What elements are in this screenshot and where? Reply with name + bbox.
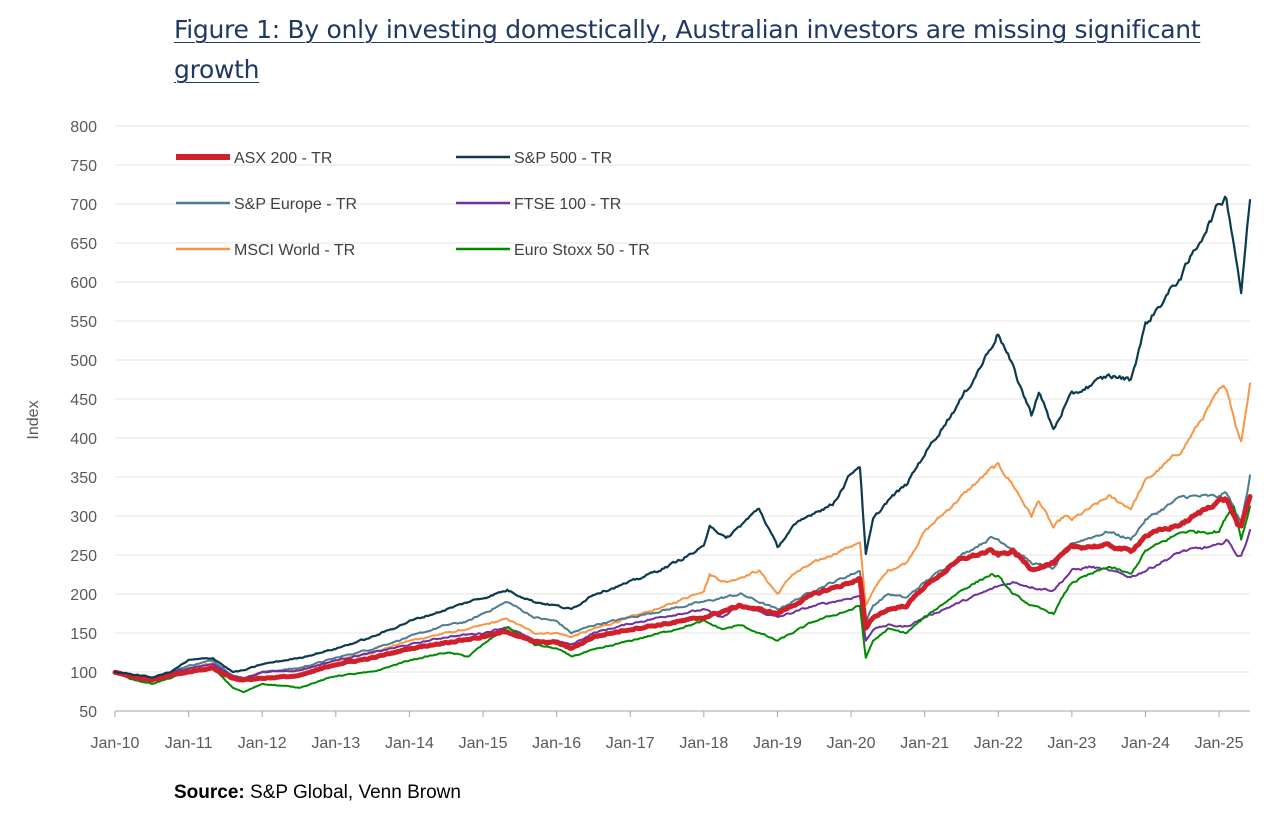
legend-label-ftse-100-tr: FTSE 100 - TR	[514, 196, 621, 213]
x-tick-label: Jan-14	[385, 735, 434, 752]
x-tick-labels: Jan-10 Jan-11 Jan-12 Jan-13 Jan-14 Jan-15 Jan-…	[91, 735, 1244, 752]
legend-label-euro-stoxx-50-tr: Euro Stoxx 50 - TR	[514, 242, 650, 259]
gridlines	[115, 125, 1250, 673]
y-tick-label: 200	[70, 587, 97, 604]
y-tick-label: 800	[70, 119, 97, 136]
y-tick-label: 600	[70, 275, 97, 292]
y-tick-label: 500	[70, 353, 97, 370]
x-tick-label: Jan-18	[679, 735, 728, 752]
x-tick-label: Jan-11	[165, 735, 213, 752]
x-tick-label: Jan-25	[1195, 735, 1244, 752]
series-line-s-p-500-tr	[113, 195, 1252, 679]
x-tick-label: Jan-24	[1121, 735, 1170, 752]
series-line-euro-stoxx-50-tr	[114, 505, 1251, 694]
y-tick-label: 300	[70, 509, 97, 526]
legend-label-s-p-500-tr: S&P 500 - TR	[514, 150, 612, 167]
legend: ASX 200 - TR S&P 500 - TR S&P Europe - TR F…	[176, 150, 650, 259]
y-tick-label: 700	[70, 197, 97, 214]
series-line-msci-world-tr	[114, 382, 1251, 681]
x-tick-label: Jan-21	[900, 735, 949, 752]
series-line-ftse-100-tr	[114, 529, 1251, 680]
x-tick-label: Jan-17	[606, 735, 655, 752]
y-axis-label: Index	[25, 400, 42, 439]
y-tick-label: 400	[70, 431, 97, 448]
y-tick-label: 250	[70, 548, 97, 565]
legend-label-s-p-europe-tr: S&P Europe - TR	[234, 196, 357, 213]
y-tick-label: 450	[70, 392, 97, 409]
chart-title: Figure 1: By only investing domestically…	[174, 15, 1201, 84]
x-tick-label: Jan-10	[91, 735, 140, 752]
series-lines	[112, 195, 1253, 694]
x-tick-label: Jan-22	[974, 735, 1023, 752]
y-tick-label: 350	[70, 470, 97, 487]
y-tick-label: 650	[70, 236, 97, 253]
y-tick-label: 750	[70, 158, 97, 175]
y-tick-label: 50	[79, 704, 97, 721]
source-label: Source:	[174, 782, 245, 803]
x-tick-label: Jan-20	[827, 735, 876, 752]
x-tick-label: Jan-16	[532, 735, 581, 752]
source-text: S&P Global, Venn Brown	[244, 782, 461, 803]
legend-label-asx-200-tr: ASX 200 - TR	[234, 150, 332, 167]
series-line-asx-200-tr	[112, 494, 1253, 683]
legend-label-msci-world-tr: MSCI World - TR	[234, 242, 355, 259]
x-tick-label: Jan-19	[753, 735, 802, 752]
source-note: Source: S&P Global, Venn Brown	[174, 782, 461, 804]
x-tick-label: Jan-15	[459, 735, 508, 752]
y-tick-label: 550	[70, 314, 97, 331]
y-tick-labels: 50 100 150 200 250 300 350 400 450 500 550 600 650 70…	[70, 119, 97, 721]
axes	[114, 710, 1250, 717]
x-tick-label: Jan-23	[1047, 735, 1096, 752]
x-tick-label: Jan-12	[238, 735, 287, 752]
x-tick-label: Jan-13	[311, 735, 360, 752]
y-tick-label: 150	[70, 626, 97, 643]
y-tick-label: 100	[70, 665, 97, 682]
